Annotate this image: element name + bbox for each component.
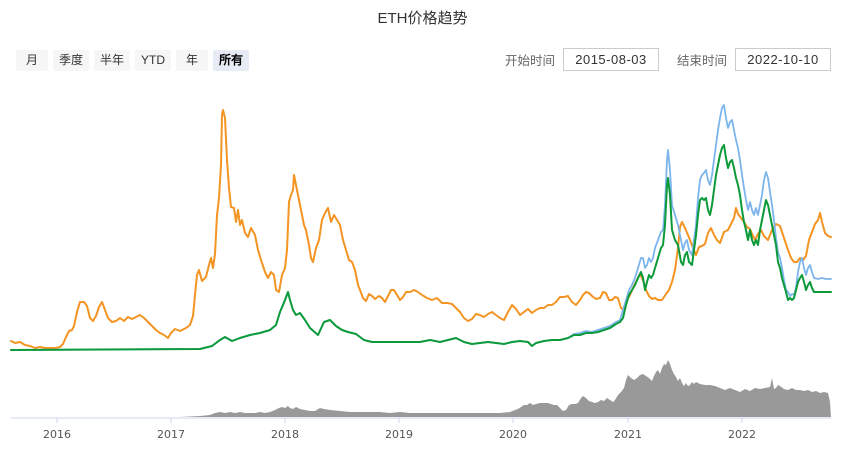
x-tick-2019: 2019	[385, 428, 413, 441]
range-button-year[interactable]: 年	[176, 50, 209, 71]
green-series-line	[10, 144, 832, 351]
range-button-quarter[interactable]: 季度	[53, 50, 90, 71]
x-tick-2016: 2016	[43, 428, 71, 441]
range-button-all[interactable]: 所有	[213, 50, 250, 71]
range-button-half-year[interactable]: 半年	[94, 50, 131, 71]
blue-series-line	[10, 104, 832, 351]
end-date-input[interactable]: 2022-10-10	[735, 48, 831, 71]
x-tick-2022: 2022	[728, 428, 756, 441]
date-range-picker: 开始时间 2015-08-03 结束时间 2022-10-10	[505, 48, 831, 71]
start-date-input[interactable]: 2015-08-03	[562, 48, 659, 71]
x-tick-2017: 2017	[157, 428, 185, 441]
range-selector: 月 季度 半年 YTD 年 所有	[16, 50, 250, 71]
price-lines	[10, 104, 832, 351]
x-axis-ticks: 2016 2017 2018 2019 2020 2021 2022	[43, 418, 756, 441]
x-tick-2021: 2021	[614, 428, 642, 441]
x-tick-2018: 2018	[271, 428, 299, 441]
volume-area-shape	[11, 360, 831, 417]
orange-series-line	[10, 109, 832, 349]
end-date-label: 结束时间	[676, 54, 727, 68]
x-tick-2020: 2020	[499, 428, 527, 441]
range-button-month[interactable]: 月	[16, 50, 48, 71]
range-button-ytd[interactable]: YTD	[135, 50, 172, 71]
start-date-label: 开始时间	[504, 54, 555, 68]
chart-title: ETH价格趋势	[377, 10, 468, 27]
volume-area	[11, 360, 831, 417]
